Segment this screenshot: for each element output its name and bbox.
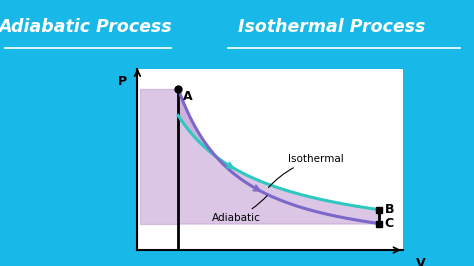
Text: Isothermal: Isothermal xyxy=(268,154,344,188)
Text: Isothermal Process: Isothermal Process xyxy=(238,18,426,36)
Text: Adiabatic: Adiabatic xyxy=(211,196,267,223)
Text: Adiabatic Process: Adiabatic Process xyxy=(0,18,172,36)
Text: V: V xyxy=(416,257,426,266)
Text: P: P xyxy=(118,74,127,88)
Text: C: C xyxy=(385,217,394,230)
Text: A: A xyxy=(183,90,192,103)
Text: B: B xyxy=(385,203,394,216)
